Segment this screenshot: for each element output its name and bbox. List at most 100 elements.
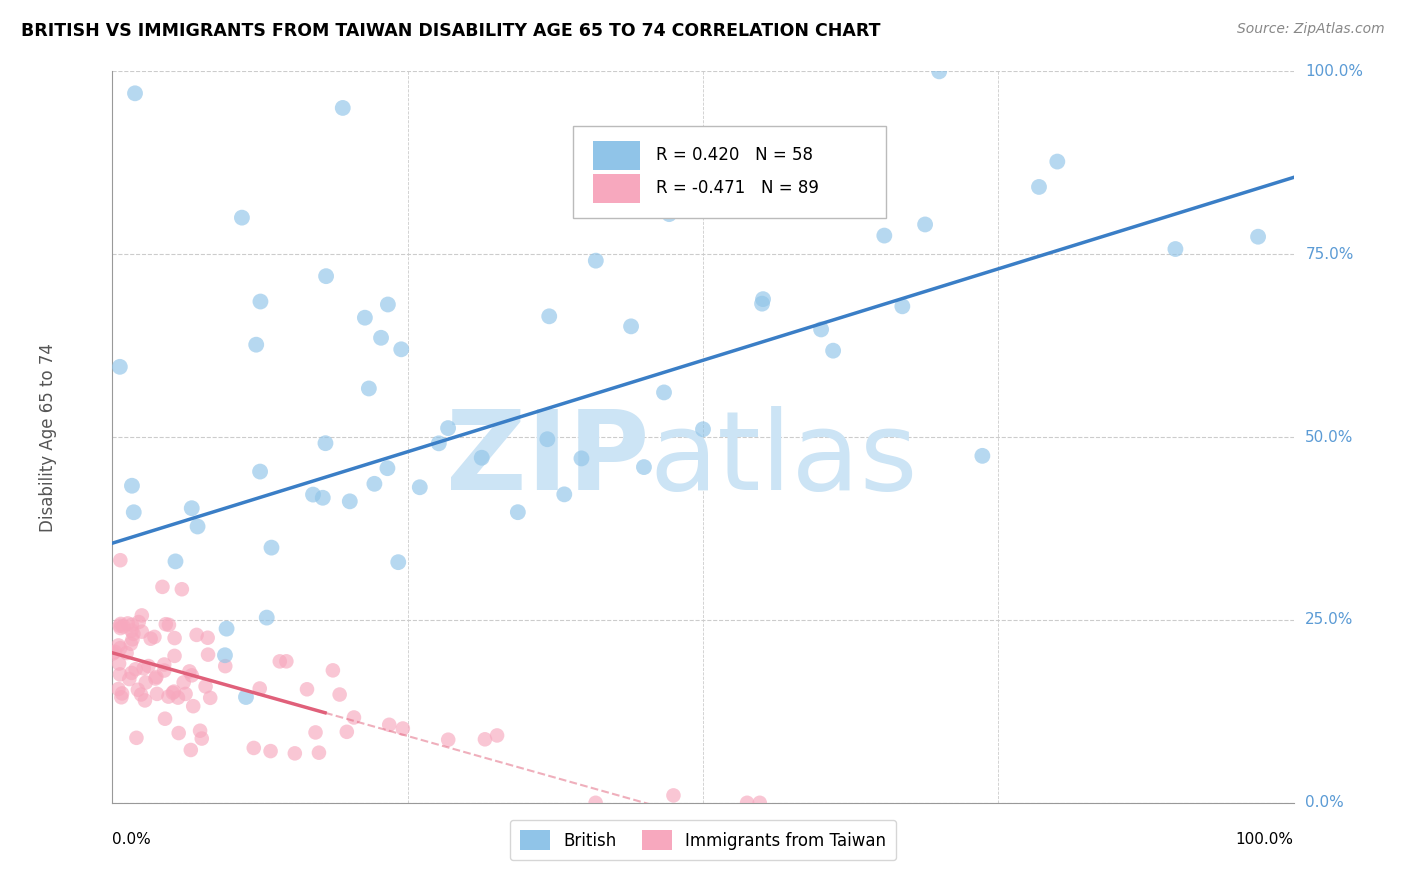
Point: [474, 732, 496, 747]
Point: [315, 269, 337, 284]
Point: [163, 631, 186, 645]
Point: [357, 382, 380, 396]
Point: [110, 616, 132, 631]
Point: [152, 580, 174, 594]
Point: [110, 621, 132, 635]
Point: [131, 624, 153, 639]
Point: [538, 310, 561, 324]
Text: R = -0.471   N = 89: R = -0.471 N = 89: [655, 179, 818, 197]
Text: R = 0.420   N = 58: R = 0.420 N = 58: [655, 146, 813, 164]
Point: [506, 505, 529, 519]
Point: [585, 253, 607, 268]
Text: 100.0%: 100.0%: [1236, 832, 1294, 847]
Point: [329, 688, 352, 702]
Point: [188, 723, 211, 738]
Point: [108, 657, 131, 671]
Text: 0.0%: 0.0%: [112, 832, 152, 847]
Point: [121, 479, 143, 493]
Point: [215, 622, 238, 636]
Point: [409, 480, 432, 494]
Point: [110, 690, 132, 705]
Point: [165, 554, 187, 568]
Point: [231, 211, 253, 225]
Point: [276, 654, 298, 668]
Point: [214, 648, 236, 663]
Point: [197, 648, 219, 662]
Text: 50.0%: 50.0%: [1305, 430, 1354, 444]
Point: [256, 610, 278, 624]
Point: [332, 101, 354, 115]
Point: [180, 668, 202, 682]
Point: [104, 645, 127, 659]
Point: [121, 632, 143, 647]
Point: [117, 616, 139, 631]
Point: [339, 494, 361, 508]
Point: [585, 796, 607, 810]
Point: [249, 681, 271, 696]
Point: [377, 461, 399, 475]
Point: [101, 647, 124, 661]
Point: [127, 682, 149, 697]
Text: 0.0%: 0.0%: [1305, 796, 1344, 810]
Point: [378, 718, 401, 732]
Point: [284, 747, 307, 761]
Point: [249, 465, 271, 479]
Point: [110, 553, 132, 567]
Point: [972, 449, 994, 463]
Point: [110, 641, 132, 656]
Point: [1164, 242, 1187, 256]
FancyBboxPatch shape: [574, 126, 886, 218]
Point: [181, 699, 204, 714]
Point: [186, 628, 208, 642]
Point: [914, 218, 936, 232]
Point: [194, 680, 217, 694]
Point: [122, 627, 145, 641]
Point: [124, 87, 146, 101]
Point: [122, 505, 145, 519]
Point: [486, 728, 509, 742]
Point: [162, 686, 184, 700]
Point: [179, 665, 201, 679]
Point: [437, 732, 460, 747]
Point: [312, 491, 335, 505]
Point: [249, 294, 271, 309]
Point: [121, 665, 143, 680]
Point: [180, 501, 202, 516]
Point: [131, 608, 153, 623]
Text: 75.0%: 75.0%: [1305, 247, 1354, 261]
Point: [314, 436, 336, 450]
Point: [269, 654, 291, 668]
Point: [112, 619, 135, 633]
Point: [748, 796, 770, 810]
Point: [108, 618, 131, 632]
Point: [427, 436, 450, 450]
Point: [143, 630, 166, 644]
Point: [107, 681, 129, 696]
Point: [163, 648, 186, 663]
Point: [891, 299, 914, 313]
Point: [108, 667, 131, 681]
Point: [153, 712, 176, 726]
Point: [553, 487, 575, 501]
Text: Source: ZipAtlas.com: Source: ZipAtlas.com: [1237, 22, 1385, 37]
Text: ZIP: ZIP: [447, 406, 650, 513]
Point: [389, 343, 412, 357]
Point: [146, 687, 169, 701]
Point: [437, 421, 460, 435]
Point: [633, 460, 655, 475]
Point: [928, 64, 950, 78]
Point: [662, 789, 685, 803]
Point: [139, 632, 162, 646]
Point: [174, 687, 197, 701]
Point: [242, 741, 264, 756]
Point: [571, 451, 593, 466]
Point: [363, 476, 385, 491]
Point: [735, 796, 758, 810]
Point: [295, 682, 318, 697]
Point: [111, 686, 134, 700]
Point: [134, 693, 156, 707]
Point: [751, 296, 773, 310]
Point: [187, 519, 209, 533]
Point: [387, 555, 409, 569]
Point: [145, 672, 167, 686]
